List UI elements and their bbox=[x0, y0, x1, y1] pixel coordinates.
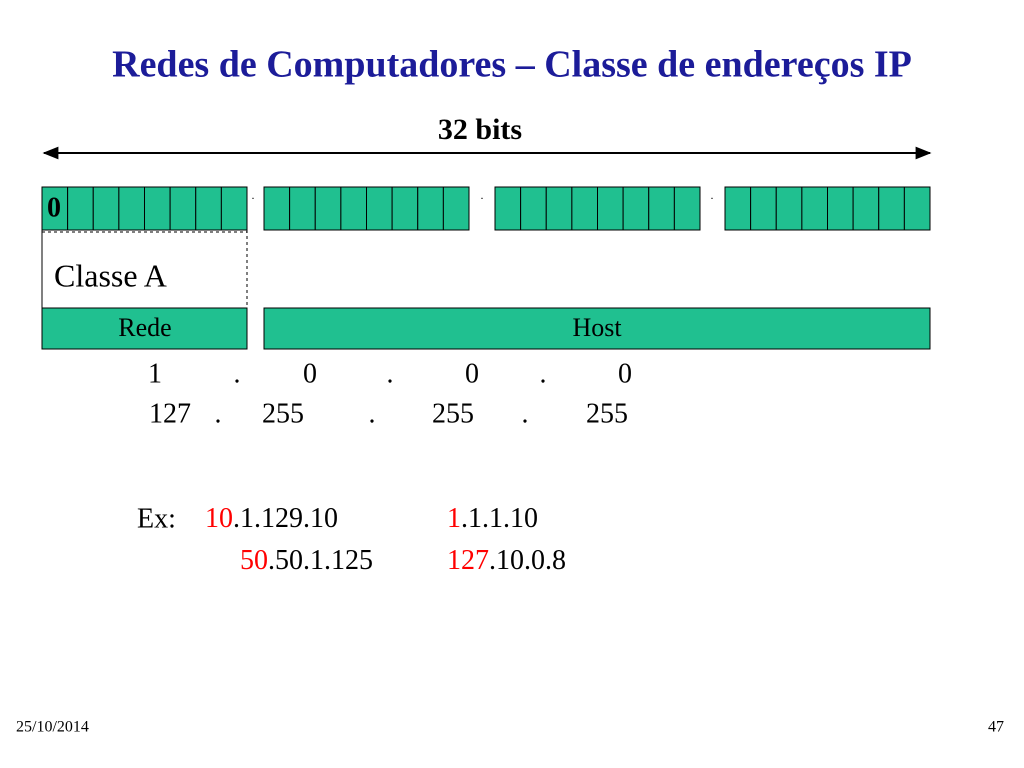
bit-cell bbox=[195, 186, 222, 231]
bit-cell bbox=[340, 186, 367, 231]
bit-cell bbox=[673, 186, 701, 231]
bit-cell bbox=[622, 186, 650, 231]
range-value: 255 bbox=[262, 398, 304, 429]
octet-separator: . bbox=[252, 188, 255, 202]
bit-cell bbox=[775, 186, 803, 231]
range-value: . bbox=[522, 398, 529, 429]
bit-cell bbox=[571, 186, 598, 231]
title: Redes de Computadores – Classe de endere… bbox=[112, 44, 912, 86]
field-label: Host bbox=[572, 313, 622, 342]
range-value: 255 bbox=[432, 398, 474, 429]
bit-cell bbox=[494, 186, 522, 231]
bit-cell bbox=[852, 186, 880, 231]
bit-cell bbox=[289, 186, 316, 231]
host-part: .50.1.125 bbox=[268, 545, 373, 576]
range-value: 127 bbox=[149, 398, 191, 429]
field-label: Rede bbox=[118, 313, 171, 342]
network-part: 50 bbox=[240, 545, 268, 576]
range-value: . bbox=[540, 358, 547, 389]
bit-cell bbox=[724, 186, 752, 231]
octet-separator: . bbox=[481, 188, 484, 202]
range-value: 0 bbox=[465, 358, 479, 389]
bit-cell bbox=[750, 186, 777, 231]
bit-cell bbox=[801, 186, 828, 231]
date: 25/10/2014 bbox=[16, 719, 89, 736]
network-part: 10 bbox=[205, 503, 233, 534]
bit-cell bbox=[520, 186, 547, 231]
range-value: 0 bbox=[303, 358, 317, 389]
network-part: 127 bbox=[447, 545, 489, 576]
bit-cell bbox=[118, 186, 145, 231]
example-address: 1.1.1.10 bbox=[447, 503, 538, 534]
bit-cell bbox=[417, 186, 444, 231]
page-number: 47 bbox=[988, 719, 1004, 736]
examples: 10.1.129.10 1.1.1.10 50.50.1.125 127.10.0.8 bbox=[205, 503, 566, 576]
range-value: 255 bbox=[586, 398, 628, 429]
host-part: .1.129.10 bbox=[233, 503, 338, 534]
bit-cell bbox=[220, 186, 248, 231]
network-part: 1 bbox=[447, 503, 461, 534]
range-value: 0 bbox=[618, 358, 632, 389]
bit-cell bbox=[878, 186, 905, 231]
class-label: Classe A bbox=[54, 257, 167, 293]
bit-cell bbox=[67, 186, 94, 231]
range-value: . bbox=[369, 398, 376, 429]
example-address: 127.10.0.8 bbox=[447, 545, 566, 576]
range-value: . bbox=[234, 358, 241, 389]
bit-cells: ... bbox=[41, 186, 931, 231]
ranges: 1. 0. 0. 0 127. 255. 255. 255 bbox=[148, 358, 632, 429]
bit-cell bbox=[827, 186, 854, 231]
bit-cell bbox=[366, 186, 393, 231]
bit-cell bbox=[903, 186, 931, 231]
range-value: . bbox=[387, 358, 394, 389]
host-part: .10.0.8 bbox=[489, 545, 566, 576]
bit-cell bbox=[545, 186, 573, 231]
bit-cell bbox=[314, 186, 342, 231]
bit-cell bbox=[144, 186, 171, 231]
bit-cell bbox=[442, 186, 470, 231]
field-box bbox=[263, 307, 931, 350]
bit-cell bbox=[169, 186, 197, 231]
example-address: 50.50.1.125 bbox=[240, 545, 373, 576]
first-bit: 0 bbox=[47, 192, 61, 223]
range-value: . bbox=[215, 398, 222, 429]
bit-cell bbox=[597, 186, 624, 231]
width-label: 32 bits bbox=[438, 113, 522, 146]
host-part: .1.1.10 bbox=[461, 503, 538, 534]
example-address: 10.1.129.10 bbox=[205, 503, 338, 534]
examples-label: Ex: bbox=[137, 503, 176, 534]
bit-cell bbox=[263, 186, 291, 231]
bit-cell bbox=[648, 186, 675, 231]
range-value: 1 bbox=[148, 358, 162, 389]
octet-separator: . bbox=[711, 188, 714, 202]
bit-cell bbox=[391, 186, 419, 231]
field-box bbox=[41, 307, 248, 350]
bit-cell bbox=[92, 186, 120, 231]
